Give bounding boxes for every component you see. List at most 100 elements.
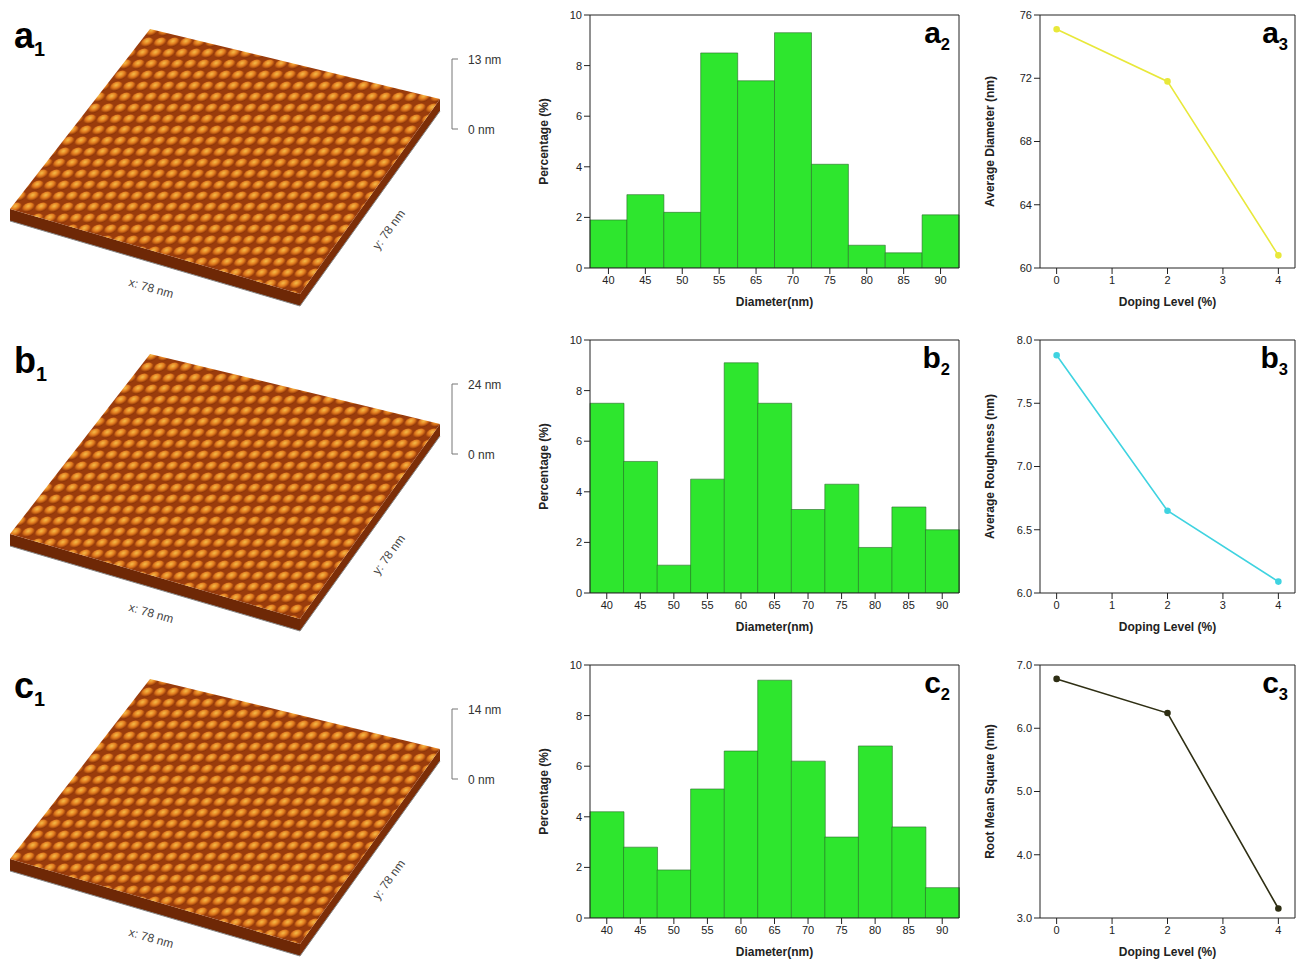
svg-text:6.5: 6.5 [1017,524,1032,536]
svg-text:65: 65 [768,599,780,611]
svg-text:13 nm: 13 nm [468,53,501,67]
svg-text:0: 0 [1054,599,1060,611]
svg-text:10: 10 [570,334,582,346]
svg-text:x: 78 nm: x: 78 nm [127,600,175,626]
svg-text:0: 0 [576,587,582,599]
svg-text:75: 75 [835,599,847,611]
svg-text:4: 4 [576,811,582,823]
svg-text:6: 6 [576,435,582,447]
svg-text:6.0: 6.0 [1017,587,1032,599]
svg-text:80: 80 [861,274,873,286]
svg-text:70: 70 [802,599,814,611]
svg-text:72: 72 [1020,72,1032,84]
svg-text:7.5: 7.5 [1017,397,1032,409]
svg-text:80: 80 [869,599,881,611]
svg-text:y: 78 nm: y: 78 nm [370,857,408,902]
svg-text:Doping Level (%): Doping Level (%) [1119,945,1216,959]
svg-text:8: 8 [576,710,582,722]
svg-text:6: 6 [576,760,582,772]
svg-text:Percentage (%): Percentage (%) [537,748,551,835]
svg-text:50: 50 [668,924,680,936]
svg-text:0 nm: 0 nm [468,123,495,137]
svg-text:75: 75 [824,274,836,286]
svg-text:60: 60 [1020,262,1032,274]
svg-text:1: 1 [1109,924,1115,936]
svg-text:Percentage (%): Percentage (%) [537,98,551,185]
svg-text:85: 85 [898,274,910,286]
svg-text:55: 55 [701,924,713,936]
svg-text:Root Mean Square (nm): Root Mean Square (nm) [983,724,997,859]
svg-text:10: 10 [570,659,582,671]
svg-text:Average Roughness (nm): Average Roughness (nm) [983,394,997,539]
svg-text:4: 4 [576,161,582,173]
svg-text:Doping Level (%): Doping Level (%) [1119,295,1216,309]
svg-text:2: 2 [1164,924,1170,936]
svg-text:70: 70 [787,274,799,286]
svg-text:2: 2 [1164,274,1170,286]
svg-text:68: 68 [1020,135,1032,147]
svg-text:Diameter(nm): Diameter(nm) [736,945,813,959]
svg-text:45: 45 [634,599,646,611]
svg-text:45: 45 [639,274,651,286]
svg-text:Percentage (%): Percentage (%) [537,423,551,510]
svg-text:0: 0 [1054,274,1060,286]
svg-text:0 nm: 0 nm [468,773,495,787]
svg-text:3: 3 [1220,599,1226,611]
svg-text:40: 40 [601,599,613,611]
svg-text:y: 78 nm: y: 78 nm [370,207,408,252]
svg-text:50: 50 [676,274,688,286]
svg-text:60: 60 [735,599,747,611]
svg-text:75: 75 [835,924,847,936]
svg-text:85: 85 [903,924,915,936]
svg-text:4.0: 4.0 [1017,849,1032,861]
svg-text:1: 1 [1109,599,1115,611]
svg-text:90: 90 [934,274,946,286]
svg-text:7.0: 7.0 [1017,659,1032,671]
svg-text:0: 0 [576,912,582,924]
svg-text:6: 6 [576,110,582,122]
svg-text:55: 55 [701,599,713,611]
svg-text:1: 1 [1109,274,1115,286]
svg-text:4: 4 [1275,599,1281,611]
svg-text:Diameter(nm): Diameter(nm) [736,295,813,309]
svg-text:8: 8 [576,60,582,72]
svg-text:Average Diameter (nm): Average Diameter (nm) [983,76,997,207]
svg-text:4: 4 [1275,924,1281,936]
svg-text:55: 55 [713,274,725,286]
svg-text:Doping Level (%): Doping Level (%) [1119,620,1216,634]
svg-text:2: 2 [576,861,582,873]
svg-text:8.0: 8.0 [1017,334,1032,346]
svg-text:0 nm: 0 nm [468,448,495,462]
svg-text:10: 10 [570,9,582,21]
svg-text:6.0: 6.0 [1017,722,1032,734]
svg-text:65: 65 [768,924,780,936]
svg-text:2: 2 [1164,599,1170,611]
svg-text:x: 78 nm: x: 78 nm [127,275,175,301]
svg-text:0: 0 [1054,924,1060,936]
svg-text:3: 3 [1220,924,1226,936]
svg-text:76: 76 [1020,9,1032,21]
svg-text:4: 4 [576,486,582,498]
svg-text:y: 78 nm: y: 78 nm [370,532,408,577]
svg-text:14 nm: 14 nm [468,703,501,717]
svg-text:90: 90 [936,599,948,611]
svg-text:80: 80 [869,924,881,936]
svg-text:2: 2 [576,536,582,548]
svg-text:8: 8 [576,385,582,397]
svg-text:40: 40 [601,924,613,936]
svg-text:4: 4 [1275,274,1281,286]
svg-text:85: 85 [903,599,915,611]
svg-text:60: 60 [735,924,747,936]
svg-text:45: 45 [634,924,646,936]
svg-text:0: 0 [576,262,582,274]
svg-text:90: 90 [936,924,948,936]
svg-text:Diameter(nm): Diameter(nm) [736,620,813,634]
svg-text:7.0: 7.0 [1017,460,1032,472]
svg-text:x: 78 nm: x: 78 nm [127,925,175,951]
svg-text:64: 64 [1020,199,1032,211]
svg-text:50: 50 [668,599,680,611]
svg-text:3.0: 3.0 [1017,912,1032,924]
svg-text:3: 3 [1220,274,1226,286]
svg-text:70: 70 [802,924,814,936]
svg-text:24 nm: 24 nm [468,378,501,392]
